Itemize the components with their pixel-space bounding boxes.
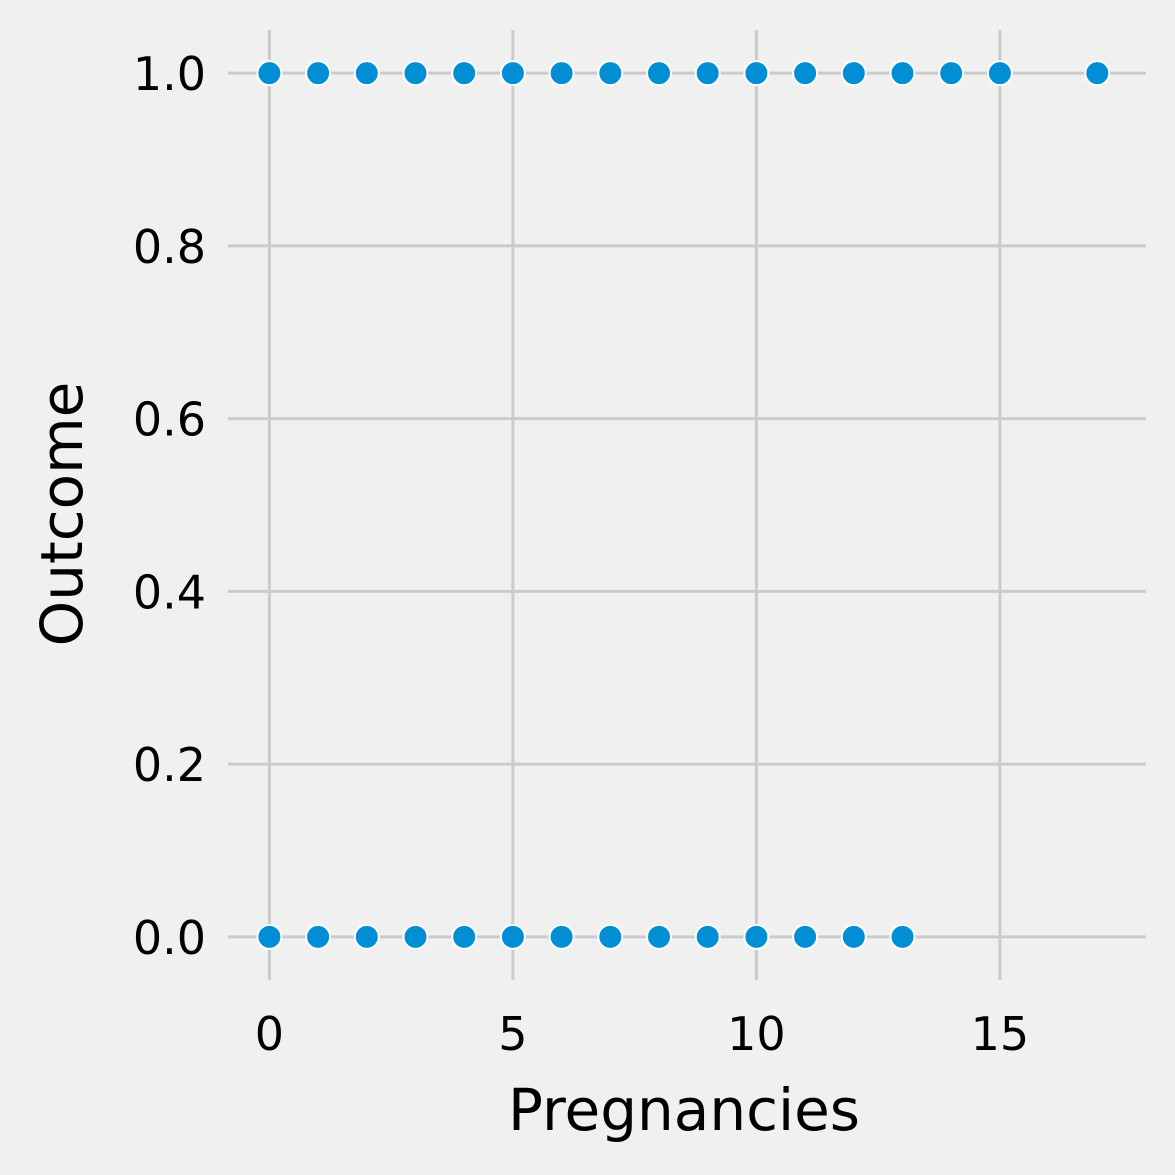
scatter-point — [353, 60, 380, 87]
scatter-point — [451, 923, 478, 950]
scatter-point — [694, 923, 721, 950]
scatter-point — [353, 923, 380, 950]
data-points — [256, 60, 1111, 950]
x-grid-lines — [267, 30, 1002, 980]
scatter-point — [938, 60, 965, 87]
y-tick-label: 0.0 — [133, 911, 206, 965]
y-axis-title: Outcome — [28, 382, 96, 647]
y-tick-label: 0.2 — [133, 738, 206, 792]
scatter-point — [597, 60, 624, 87]
y-tick-label: 0.4 — [133, 565, 206, 619]
scatter-point — [499, 923, 526, 950]
scatter-point — [597, 923, 624, 950]
scatter-point — [743, 923, 770, 950]
scatter-point — [986, 60, 1013, 87]
scatter-point — [451, 60, 478, 87]
x-axis-title: Pregnancies — [508, 1076, 860, 1144]
scatter-point — [402, 923, 429, 950]
scatter-point — [305, 923, 332, 950]
y-tick-label: 0.6 — [133, 393, 206, 447]
scatter-point — [499, 60, 526, 87]
x-tick-labels: 0 5 10 15 — [255, 1007, 1029, 1061]
scatter-point — [256, 60, 283, 87]
scatter-point — [1084, 60, 1111, 87]
y-tick-label: 1.0 — [133, 47, 206, 101]
scatter-point — [548, 60, 575, 87]
x-tick-label: 5 — [498, 1007, 527, 1061]
scatter-point — [548, 923, 575, 950]
scatter-point — [792, 60, 819, 87]
scatter-point — [402, 60, 429, 87]
scatter-point — [840, 60, 867, 87]
scatter-point — [256, 923, 283, 950]
x-tick-label: 10 — [727, 1007, 786, 1061]
scatter-point — [645, 60, 672, 87]
scatter-point — [305, 60, 332, 87]
scatter-point — [840, 923, 867, 950]
scatter-point — [792, 923, 819, 950]
scatter-point — [889, 60, 916, 87]
x-tick-label: 15 — [971, 1007, 1030, 1061]
x-tick-label: 0 — [255, 1007, 284, 1061]
scatter-point — [694, 60, 721, 87]
scatter-point — [645, 923, 672, 950]
scatter-point — [889, 923, 916, 950]
y-tick-label: 0.8 — [133, 220, 206, 274]
y-tick-labels: 0.0 0.2 0.4 0.6 0.8 1.0 — [133, 47, 206, 965]
scatter-point — [743, 60, 770, 87]
